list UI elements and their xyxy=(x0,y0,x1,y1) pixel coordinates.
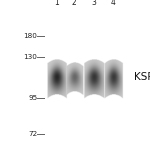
Text: 180: 180 xyxy=(24,33,38,39)
Text: 3: 3 xyxy=(91,0,96,7)
Text: 95: 95 xyxy=(28,95,38,101)
Text: KSR: KSR xyxy=(134,72,150,82)
Text: 4: 4 xyxy=(111,0,116,7)
Text: 72: 72 xyxy=(28,130,38,136)
Text: 130: 130 xyxy=(24,54,38,60)
Text: 1: 1 xyxy=(54,0,59,7)
Text: 2: 2 xyxy=(72,0,76,7)
